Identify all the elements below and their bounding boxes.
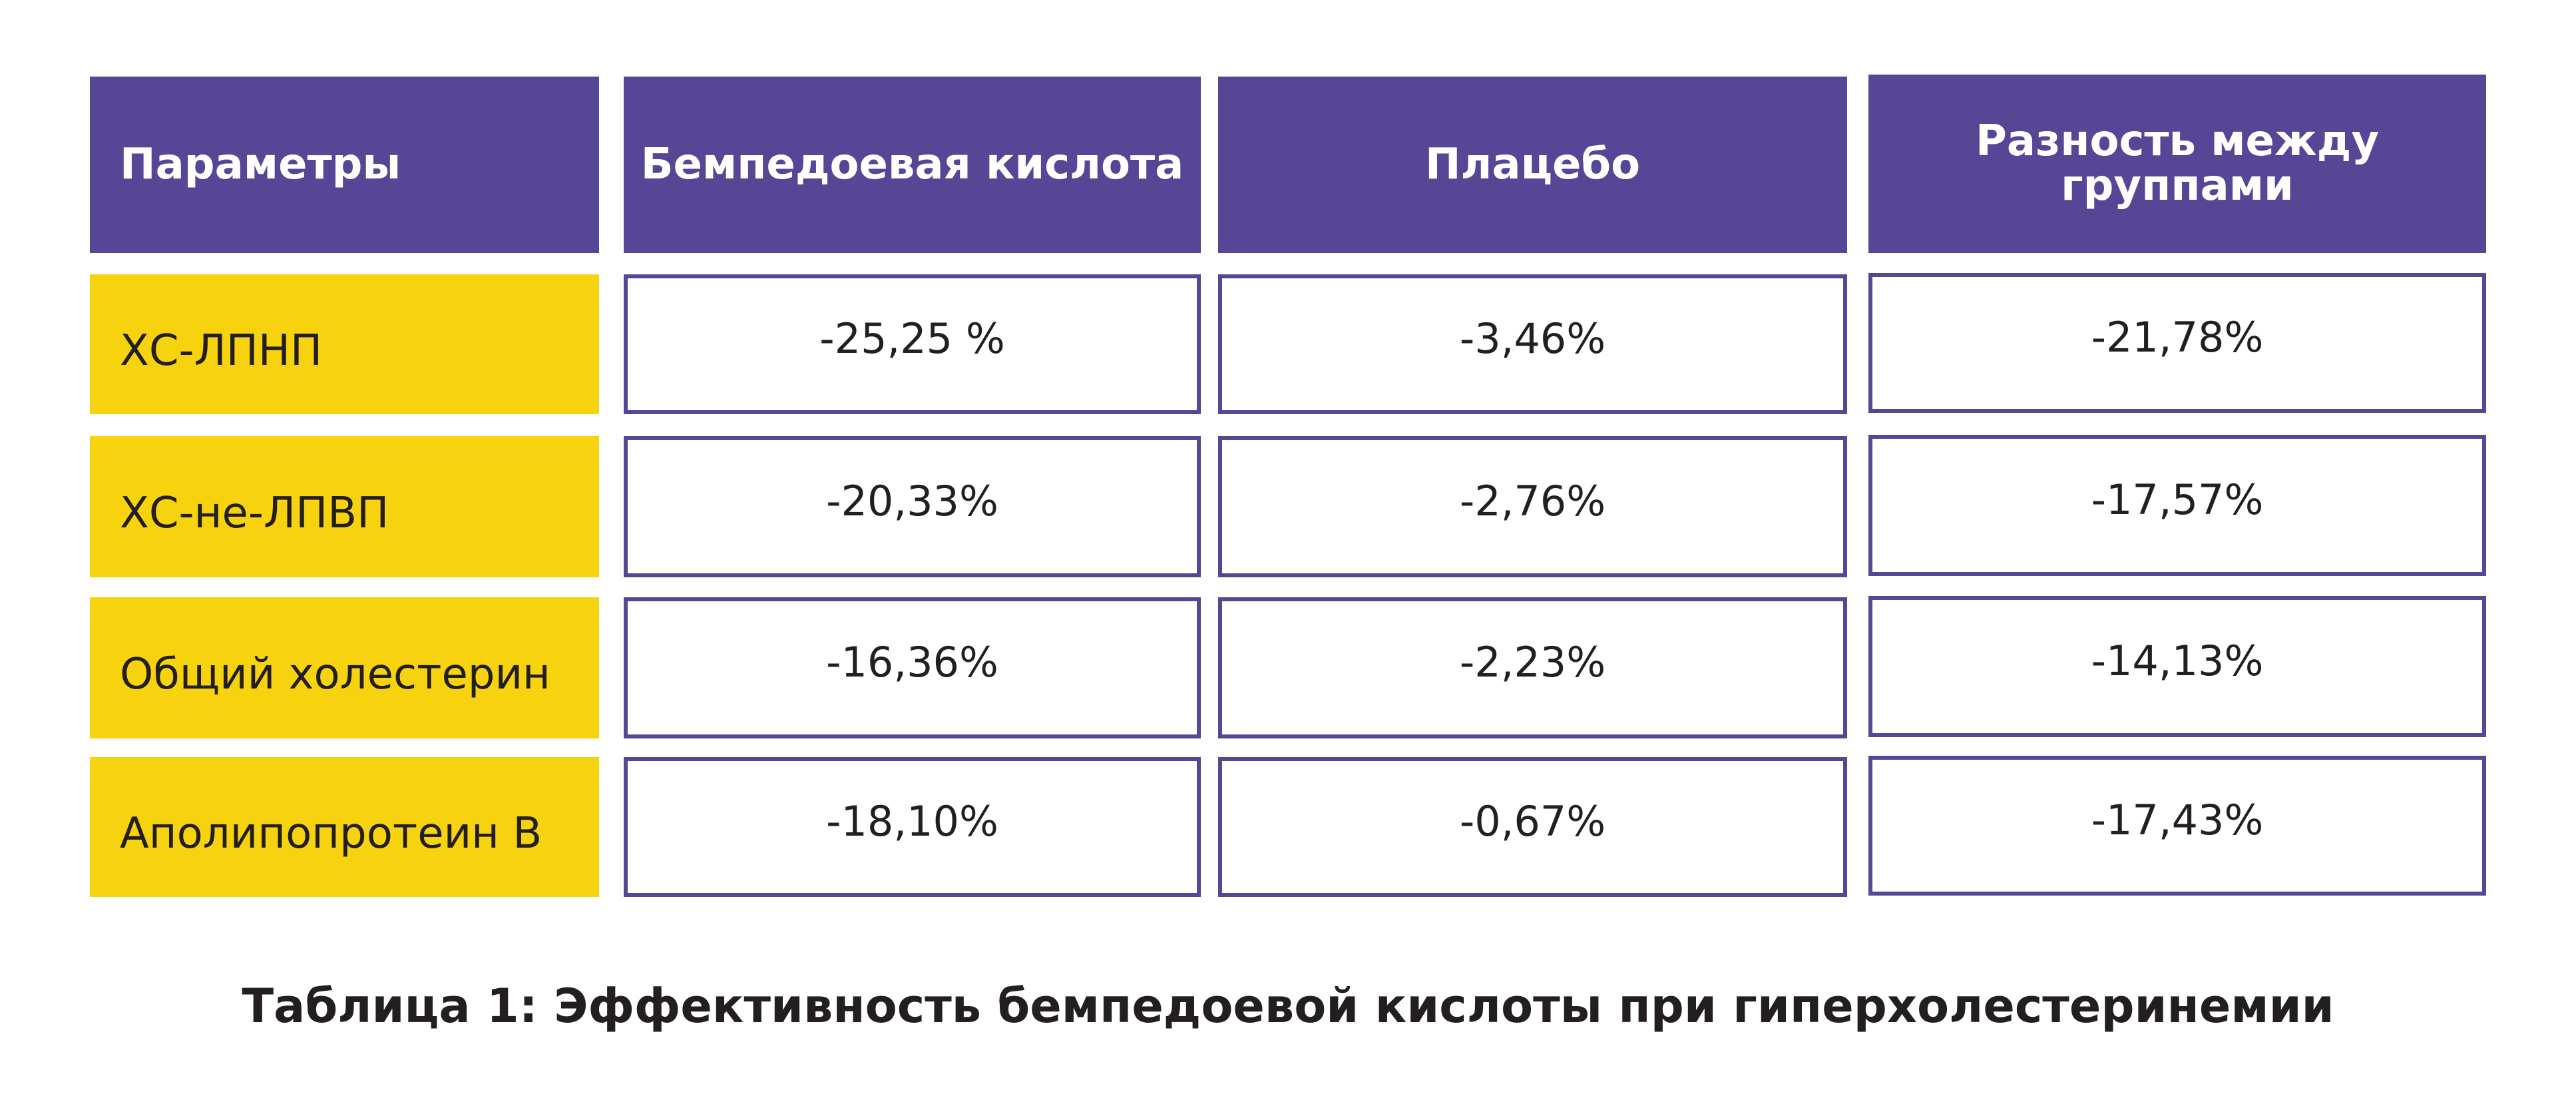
header-placebo: Плацебо: [1218, 77, 1847, 253]
row-1-bempedoic-text: -25,25 %: [819, 314, 1005, 363]
row-3-bempedoic-value: -16,36%: [624, 597, 1201, 738]
row-4-parameter: Аполипопротеин В: [90, 757, 599, 897]
header-difference: Разность между группами: [1868, 75, 2486, 253]
header-bempedoic-acid-label: Бемпедоевая кислота: [640, 139, 1184, 189]
row-4-difference-value: -17,43%: [1868, 756, 2486, 896]
header-parameters: Параметры: [90, 77, 599, 253]
row-1-parameter: ХС-ЛПНП: [90, 274, 599, 414]
row-2-difference-text: -17,57%: [2091, 475, 2264, 524]
row-1-difference-value: -21,78%: [1868, 273, 2486, 413]
row-2-parameter: ХС-не-ЛПВП: [90, 436, 599, 577]
row-3-bempedoic-text: -16,36%: [826, 637, 998, 687]
row-1-placebo-text: -3,46%: [1459, 314, 1606, 363]
table-caption: Таблица 1: Эффективность бемпедоевой кис…: [242, 979, 2334, 1033]
row-4-parameter-label: Аполипопротеин В: [120, 809, 542, 858]
row-3-difference-text: -14,13%: [2091, 636, 2264, 685]
row-2-difference-value: -17,57%: [1868, 435, 2486, 576]
row-2-bempedoic-value: -20,33%: [624, 436, 1201, 577]
row-1-bempedoic-value: -25,25 %: [624, 274, 1201, 414]
header-parameters-label: Параметры: [120, 139, 401, 189]
row-4-placebo-value: -0,67%: [1218, 757, 1847, 897]
header-bempedoic-acid: Бемпедоевая кислота: [624, 77, 1201, 253]
row-4-placebo-text: -0,67%: [1459, 796, 1606, 846]
row-2-bempedoic-text: -20,33%: [826, 476, 998, 525]
header-difference-label: Разность между группами: [1975, 116, 2380, 210]
row-4-bempedoic-text: -18,10%: [826, 796, 998, 846]
row-4-bempedoic-value: -18,10%: [624, 757, 1201, 897]
row-4-difference-text: -17,43%: [2091, 795, 2264, 844]
row-2-placebo-value: -2,76%: [1218, 436, 1847, 577]
row-2-placebo-text: -2,76%: [1459, 476, 1606, 525]
row-1-parameter-label: ХС-ЛПНП: [120, 326, 323, 376]
row-1-placebo-value: -3,46%: [1218, 274, 1847, 414]
row-1-difference-text: -21,78%: [2091, 312, 2264, 362]
row-3-parameter: Общий холестерин: [90, 597, 599, 738]
row-2-parameter-label: ХС-не-ЛПВП: [120, 489, 389, 538]
row-3-difference-value: -14,13%: [1868, 596, 2486, 737]
row-3-placebo-value: -2,23%: [1218, 597, 1847, 738]
header-placebo-label: Плацебо: [1424, 139, 1641, 189]
row-3-placebo-text: -2,23%: [1459, 637, 1606, 687]
row-3-parameter-label: Общий холестерин: [120, 650, 550, 699]
